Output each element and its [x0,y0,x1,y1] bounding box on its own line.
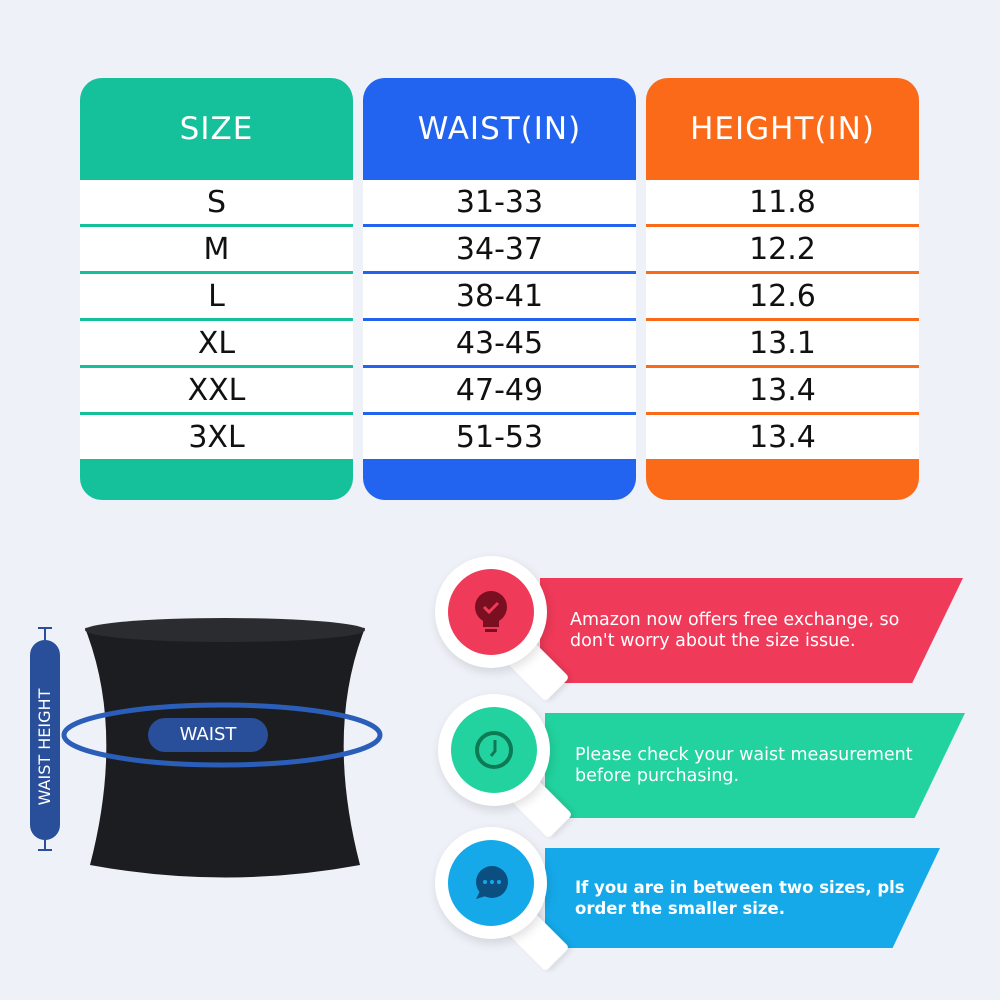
table-cell: 3XL [80,415,353,459]
waist-column: WAIST(IN) 31-33 34-37 38-41 43-45 47-49 … [363,78,636,500]
table-cell: 47-49 [363,368,636,412]
chat-bubble-icon [476,866,508,899]
table-cell: L [80,274,353,318]
clock-icon [475,731,513,769]
magnifier [435,827,547,939]
magnifier [438,694,550,806]
table-cell: 12.2 [646,227,919,271]
table-cell: 13.4 [646,368,919,412]
table-cell: S [80,180,353,224]
height-column: HEIGHT(IN) 11.8 12.2 12.6 13.1 13.4 13.4 [646,78,919,500]
tip-banner-measure: Please check your waist measurement befo… [545,713,965,818]
column-header: WAIST(IN) [417,111,582,147]
waist-height-label: WAIST HEIGHT [35,688,54,806]
tip-banner-exchange: Amazon now offers free exchange, so don'… [540,578,963,683]
table-cell: 34-37 [363,227,636,271]
table-cell: 11.8 [646,180,919,224]
table-cell: XL [80,321,353,365]
table-cell: XXL [80,368,353,412]
table-cell: 51-53 [363,415,636,459]
tip-text: Amazon now offers free exchange, so don'… [570,609,900,651]
column-header: SIZE [179,111,254,147]
column-header: HEIGHT(IN) [690,111,875,147]
table-cell: M [80,227,353,271]
waist-label: WAIST [179,724,237,745]
table-cell: 12.6 [646,274,919,318]
magnifier [435,556,547,668]
table-cell: 13.1 [646,321,919,365]
tip-banner-between-sizes: If you are in between two sizes, pls ord… [545,848,940,948]
table-cell: 31-33 [363,180,636,224]
size-column: SIZE S M L XL XXL 3XL [80,78,353,500]
table-cell: 43-45 [363,321,636,365]
table-cell: 38-41 [363,274,636,318]
tip-text: Please check your waist measurement befo… [575,744,913,786]
table-cell: 13.4 [646,415,919,459]
tip-text: If you are in between two sizes, pls ord… [575,878,905,918]
lightbulb-check-icon [475,591,507,632]
waist-ring [61,702,383,768]
waist-trainer-diagram [30,618,383,878]
